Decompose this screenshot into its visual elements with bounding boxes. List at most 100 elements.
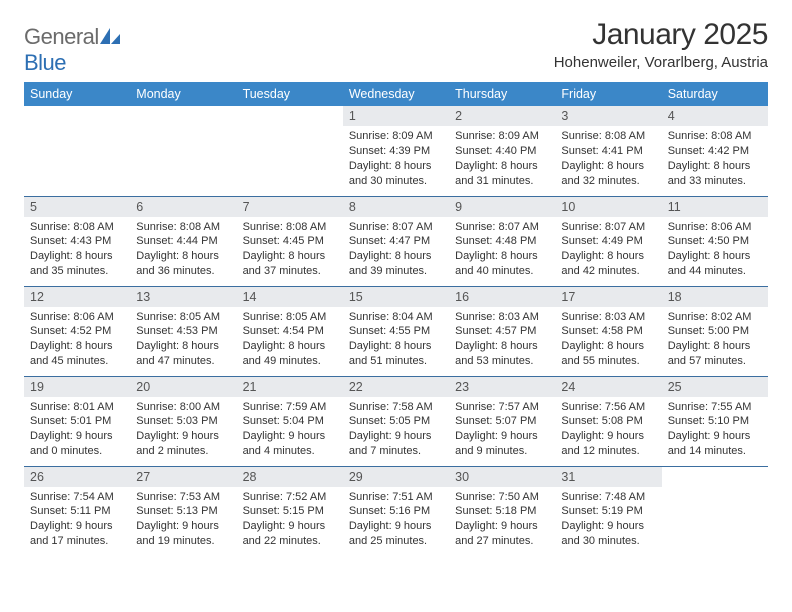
- day-details: Sunrise: 8:03 AMSunset: 4:57 PMDaylight:…: [449, 307, 555, 373]
- calendar-day-cell: 15Sunrise: 8:04 AMSunset: 4:55 PMDayligh…: [343, 286, 449, 376]
- day-details: Sunrise: 8:09 AMSunset: 4:39 PMDaylight:…: [343, 126, 449, 192]
- sunrise-text: Sunrise: 7:51 AM: [349, 490, 443, 505]
- sunrise-text: Sunrise: 7:50 AM: [455, 490, 549, 505]
- daylight1-text: Daylight: 8 hours: [243, 249, 337, 264]
- daylight1-text: Daylight: 9 hours: [243, 429, 337, 444]
- calendar-day-cell: 30Sunrise: 7:50 AMSunset: 5:18 PMDayligh…: [449, 466, 555, 556]
- daylight1-text: Daylight: 8 hours: [561, 339, 655, 354]
- sunset-text: Sunset: 4:50 PM: [668, 234, 762, 249]
- day-number: 23: [449, 377, 555, 397]
- day-number: 4: [662, 106, 768, 126]
- calendar-header-row: SundayMondayTuesdayWednesdayThursdayFrid…: [24, 82, 768, 106]
- calendar-day-cell: 13Sunrise: 8:05 AMSunset: 4:53 PMDayligh…: [130, 286, 236, 376]
- daylight1-text: Daylight: 9 hours: [455, 429, 549, 444]
- day-number: 30: [449, 467, 555, 487]
- sunset-text: Sunset: 4:55 PM: [349, 324, 443, 339]
- sunrise-text: Sunrise: 8:06 AM: [668, 220, 762, 235]
- sunrise-text: Sunrise: 7:48 AM: [561, 490, 655, 505]
- calendar-day-cell: ..: [24, 106, 130, 196]
- day-number: 18: [662, 287, 768, 307]
- day-number: 22: [343, 377, 449, 397]
- daylight2-text: and 0 minutes.: [30, 444, 124, 459]
- daylight1-text: Daylight: 9 hours: [668, 429, 762, 444]
- daylight2-text: and 2 minutes.: [136, 444, 230, 459]
- calendar-day-cell: 11Sunrise: 8:06 AMSunset: 4:50 PMDayligh…: [662, 196, 768, 286]
- day-details: Sunrise: 8:05 AMSunset: 4:53 PMDaylight:…: [130, 307, 236, 373]
- day-details: Sunrise: 8:08 AMSunset: 4:42 PMDaylight:…: [662, 126, 768, 192]
- location-text: Hohenweiler, Vorarlberg, Austria: [554, 54, 768, 71]
- sunrise-text: Sunrise: 7:59 AM: [243, 400, 337, 415]
- sunset-text: Sunset: 4:47 PM: [349, 234, 443, 249]
- daylight2-text: and 22 minutes.: [243, 534, 337, 549]
- daylight2-text: and 47 minutes.: [136, 354, 230, 369]
- weekday-header: Wednesday: [343, 82, 449, 106]
- sunset-text: Sunset: 5:04 PM: [243, 414, 337, 429]
- calendar-day-cell: 9Sunrise: 8:07 AMSunset: 4:48 PMDaylight…: [449, 196, 555, 286]
- calendar-table: SundayMondayTuesdayWednesdayThursdayFrid…: [24, 82, 768, 556]
- daylight2-text: and 57 minutes.: [668, 354, 762, 369]
- brand-logo: GeneralBlue: [24, 18, 120, 76]
- day-details: Sunrise: 7:55 AMSunset: 5:10 PMDaylight:…: [662, 397, 768, 463]
- sunrise-text: Sunrise: 8:08 AM: [136, 220, 230, 235]
- sunrise-text: Sunrise: 8:07 AM: [455, 220, 549, 235]
- sunset-text: Sunset: 5:01 PM: [30, 414, 124, 429]
- daylight2-text: and 49 minutes.: [243, 354, 337, 369]
- sunset-text: Sunset: 4:45 PM: [243, 234, 337, 249]
- sunrise-text: Sunrise: 8:08 AM: [668, 129, 762, 144]
- calendar-week-row: 12Sunrise: 8:06 AMSunset: 4:52 PMDayligh…: [24, 286, 768, 376]
- daylight2-text: and 55 minutes.: [561, 354, 655, 369]
- weekday-header: Tuesday: [237, 82, 343, 106]
- daylight2-text: and 42 minutes.: [561, 264, 655, 279]
- daylight2-text: and 36 minutes.: [136, 264, 230, 279]
- sunset-text: Sunset: 4:57 PM: [455, 324, 549, 339]
- sunset-text: Sunset: 4:41 PM: [561, 144, 655, 159]
- day-number: 13: [130, 287, 236, 307]
- calendar-day-cell: 3Sunrise: 8:08 AMSunset: 4:41 PMDaylight…: [555, 106, 661, 196]
- daylight1-text: Daylight: 8 hours: [349, 159, 443, 174]
- day-details: Sunrise: 8:03 AMSunset: 4:58 PMDaylight:…: [555, 307, 661, 373]
- day-details: Sunrise: 7:57 AMSunset: 5:07 PMDaylight:…: [449, 397, 555, 463]
- sunset-text: Sunset: 4:40 PM: [455, 144, 549, 159]
- day-number: 16: [449, 287, 555, 307]
- day-number: 10: [555, 197, 661, 217]
- day-details: Sunrise: 8:08 AMSunset: 4:44 PMDaylight:…: [130, 217, 236, 283]
- daylight2-text: and 53 minutes.: [455, 354, 549, 369]
- calendar-day-cell: ..: [237, 106, 343, 196]
- sunrise-text: Sunrise: 8:02 AM: [668, 310, 762, 325]
- sunset-text: Sunset: 5:05 PM: [349, 414, 443, 429]
- day-details: Sunrise: 8:06 AMSunset: 4:50 PMDaylight:…: [662, 217, 768, 283]
- daylight1-text: Daylight: 9 hours: [455, 519, 549, 534]
- daylight2-text: and 39 minutes.: [349, 264, 443, 279]
- calendar-day-cell: ..: [130, 106, 236, 196]
- day-details: Sunrise: 7:53 AMSunset: 5:13 PMDaylight:…: [130, 487, 236, 553]
- daylight1-text: Daylight: 8 hours: [243, 339, 337, 354]
- sunrise-text: Sunrise: 8:04 AM: [349, 310, 443, 325]
- calendar-day-cell: 1Sunrise: 8:09 AMSunset: 4:39 PMDaylight…: [343, 106, 449, 196]
- day-number: 12: [24, 287, 130, 307]
- daylight2-text: and 51 minutes.: [349, 354, 443, 369]
- sunset-text: Sunset: 5:13 PM: [136, 504, 230, 519]
- day-number: 5: [24, 197, 130, 217]
- weekday-header: Friday: [555, 82, 661, 106]
- day-number: 8: [343, 197, 449, 217]
- day-details: Sunrise: 7:58 AMSunset: 5:05 PMDaylight:…: [343, 397, 449, 463]
- calendar-week-row: 26Sunrise: 7:54 AMSunset: 5:11 PMDayligh…: [24, 466, 768, 556]
- sunrise-text: Sunrise: 8:09 AM: [455, 129, 549, 144]
- calendar-day-cell: 24Sunrise: 7:56 AMSunset: 5:08 PMDayligh…: [555, 376, 661, 466]
- calendar-day-cell: 10Sunrise: 8:07 AMSunset: 4:49 PMDayligh…: [555, 196, 661, 286]
- calendar-day-cell: 12Sunrise: 8:06 AMSunset: 4:52 PMDayligh…: [24, 286, 130, 376]
- day-number: 2: [449, 106, 555, 126]
- sunrise-text: Sunrise: 8:01 AM: [30, 400, 124, 415]
- sunset-text: Sunset: 5:10 PM: [668, 414, 762, 429]
- daylight1-text: Daylight: 9 hours: [136, 429, 230, 444]
- sunset-text: Sunset: 4:43 PM: [30, 234, 124, 249]
- day-details: Sunrise: 7:56 AMSunset: 5:08 PMDaylight:…: [555, 397, 661, 463]
- sunrise-text: Sunrise: 7:57 AM: [455, 400, 549, 415]
- day-details: Sunrise: 8:05 AMSunset: 4:54 PMDaylight:…: [237, 307, 343, 373]
- daylight1-text: Daylight: 8 hours: [455, 159, 549, 174]
- calendar-week-row: 19Sunrise: 8:01 AMSunset: 5:01 PMDayligh…: [24, 376, 768, 466]
- daylight2-text: and 25 minutes.: [349, 534, 443, 549]
- sunset-text: Sunset: 4:39 PM: [349, 144, 443, 159]
- day-details: Sunrise: 8:07 AMSunset: 4:49 PMDaylight:…: [555, 217, 661, 283]
- daylight1-text: Daylight: 8 hours: [349, 249, 443, 264]
